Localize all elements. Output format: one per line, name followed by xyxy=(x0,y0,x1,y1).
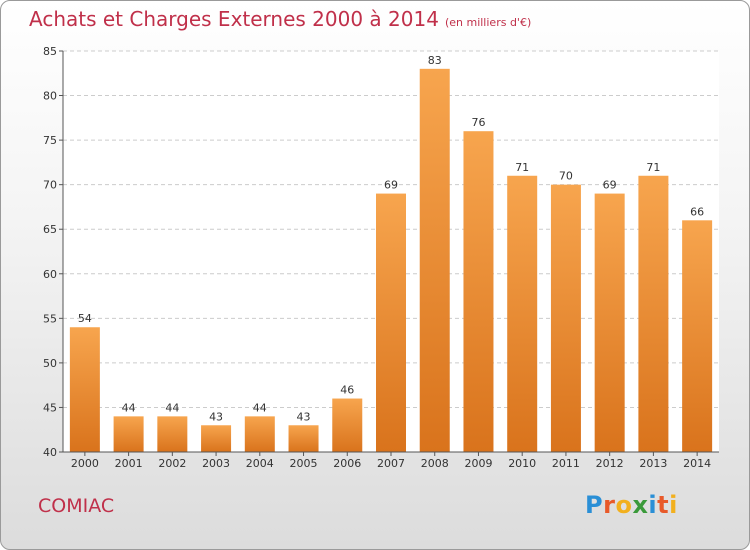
bar-value-label: 44 xyxy=(165,401,179,414)
x-tick-label: 2013 xyxy=(639,457,667,470)
commune-name: COMIAC xyxy=(38,495,115,517)
x-tick-label: 2007 xyxy=(377,457,405,470)
y-tick-label: 80 xyxy=(43,90,57,103)
bar xyxy=(244,416,275,452)
bar-value-label: 71 xyxy=(646,161,660,174)
y-tick-label: 55 xyxy=(43,312,57,325)
logo-letter: i xyxy=(648,491,658,519)
chart-subtitle: (en milliers d'€) xyxy=(444,16,532,29)
x-tick-label: 2000 xyxy=(71,457,99,470)
bar xyxy=(550,184,581,452)
y-tick-label: 85 xyxy=(43,45,57,58)
x-tick-label: 2006 xyxy=(333,457,361,470)
x-tick-label: 2003 xyxy=(202,457,230,470)
y-tick-label: 60 xyxy=(43,268,57,281)
bar xyxy=(288,425,319,452)
y-tick-label: 70 xyxy=(43,179,57,192)
bar xyxy=(201,425,232,452)
bar-value-label: 83 xyxy=(428,54,442,67)
bar xyxy=(332,398,363,452)
bar xyxy=(594,193,625,453)
bar-value-label: 43 xyxy=(209,410,223,423)
bar-value-label: 76 xyxy=(471,116,485,129)
x-tick-label: 2010 xyxy=(508,457,536,470)
chart-title: Achats et Charges Externes 2000 à 2014 (e… xyxy=(29,7,531,31)
y-tick-label: 45 xyxy=(43,401,57,414)
bar-value-label: 44 xyxy=(122,401,136,414)
bar xyxy=(507,175,538,452)
bar xyxy=(682,220,713,452)
bar xyxy=(157,416,188,452)
bar xyxy=(376,193,406,453)
bar xyxy=(69,327,100,452)
x-tick-label: 2008 xyxy=(421,457,449,470)
x-tick-label: 2001 xyxy=(115,457,143,470)
bar-value-label: 43 xyxy=(297,410,311,423)
logo-letter: t xyxy=(657,491,670,519)
bar-value-label: 69 xyxy=(603,179,617,192)
y-tick-label: 40 xyxy=(43,446,57,459)
bar xyxy=(419,68,450,453)
bar-value-label: 70 xyxy=(559,170,573,183)
bar-value-label: 44 xyxy=(253,401,267,414)
logo-letter: o xyxy=(615,491,633,519)
chart-title-text: Achats et Charges Externes 2000 à 2014 xyxy=(29,7,439,31)
x-tick-label: 2011 xyxy=(552,457,580,470)
bar-value-label: 46 xyxy=(340,384,354,397)
y-tick-label: 65 xyxy=(43,223,57,236)
bar-value-label: 54 xyxy=(78,312,92,325)
bar xyxy=(463,131,494,452)
x-tick-label: 2002 xyxy=(158,457,186,470)
bar-value-label: 71 xyxy=(515,161,529,174)
logo-letter: r xyxy=(603,491,616,519)
logo-letter: P xyxy=(585,491,604,519)
bar-value-label: 66 xyxy=(690,205,704,218)
bar-value-label: 69 xyxy=(384,179,398,192)
bar xyxy=(113,416,144,452)
proxiti-logo: Proxiti xyxy=(585,491,678,519)
x-tick-label: 2009 xyxy=(464,457,492,470)
logo-letter: x xyxy=(632,491,649,519)
x-tick-label: 2004 xyxy=(246,457,274,470)
logo-letter: i xyxy=(669,491,678,519)
x-tick-label: 2014 xyxy=(683,457,711,470)
y-tick-label: 75 xyxy=(43,134,57,147)
x-tick-label: 2012 xyxy=(596,457,624,470)
bar xyxy=(638,175,669,452)
y-tick-label: 50 xyxy=(43,357,57,370)
x-tick-label: 2005 xyxy=(290,457,318,470)
